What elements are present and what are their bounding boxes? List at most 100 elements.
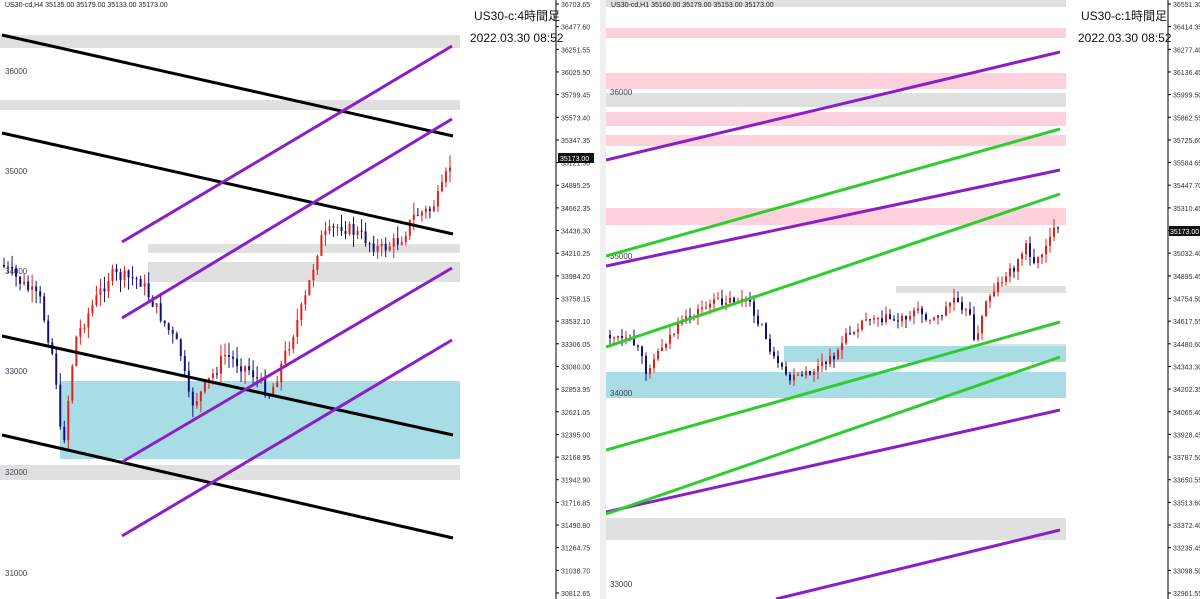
candle-body xyxy=(219,356,222,374)
symbol-header: US30-cd,H1 35160.00 35179.00 35153.00 35… xyxy=(611,2,774,9)
candle-body xyxy=(272,386,275,397)
candle-body xyxy=(857,329,859,332)
candle-body xyxy=(661,347,663,351)
chart-title: US30-c:4時間足 xyxy=(474,9,561,23)
candle-body xyxy=(288,348,291,351)
price-axis-tick: 34617.55 xyxy=(1173,319,1200,326)
h4-chart-panel[interactable]: 360003500034000330003200031000 36703.653… xyxy=(0,0,600,599)
price-axis-tick: 32961.55 xyxy=(1173,591,1200,598)
candle-body xyxy=(71,365,74,401)
candle-body xyxy=(793,374,795,381)
h1-chart-panel[interactable]: 36000 35000 34000 33000 36551.30 36414.35 362… xyxy=(606,0,1200,599)
candle-body xyxy=(195,401,198,406)
candle-body xyxy=(87,313,90,328)
candle-body xyxy=(1041,254,1043,258)
candle-body xyxy=(191,391,194,406)
candle-body xyxy=(725,302,727,305)
candle-body xyxy=(617,336,619,338)
resistance-zone xyxy=(606,518,1066,540)
price-axis-tick: 31264.75 xyxy=(561,546,590,553)
candle-body xyxy=(308,280,311,296)
price-axis-tick: 33758.15 xyxy=(561,297,590,304)
supply-zone xyxy=(606,73,1066,89)
candle-body xyxy=(1013,268,1015,272)
resistance-zone xyxy=(606,93,1066,107)
candle-body xyxy=(961,302,963,310)
candle-body xyxy=(215,373,218,375)
candle-body xyxy=(252,370,255,378)
candle-body xyxy=(7,266,10,268)
candle-body xyxy=(127,270,130,278)
resistance-zone xyxy=(0,100,460,110)
price-axis-tick: 36025.50 xyxy=(561,70,590,77)
round-number-label: 35000 xyxy=(610,252,633,261)
candle-body xyxy=(877,318,879,320)
candle-body xyxy=(199,391,202,402)
candle-body xyxy=(35,286,38,292)
candle-body xyxy=(761,323,763,325)
price-axis-tick: 36251.55 xyxy=(561,47,590,54)
channel-midline xyxy=(606,355,1061,516)
candle-body xyxy=(853,331,855,334)
price-axis-tick: 32168.95 xyxy=(561,455,590,462)
round-number-label: 33000 xyxy=(5,367,28,376)
candle-body xyxy=(324,230,327,236)
candle-body xyxy=(300,304,303,320)
candle-body xyxy=(228,354,231,357)
candle-body xyxy=(372,243,375,252)
round-number-label: 36000 xyxy=(5,67,28,76)
candle-body xyxy=(881,318,883,323)
price-axis-tick: 35725.60 xyxy=(1173,138,1200,145)
candle-body xyxy=(669,334,671,344)
price-axis-tick: 34662.35 xyxy=(561,206,590,213)
candle-body xyxy=(913,310,915,317)
price-axis-tick: 35862.55 xyxy=(1173,115,1200,122)
candle-body xyxy=(284,350,287,364)
candle-body xyxy=(151,297,154,307)
price-axis-tick: 31716.85 xyxy=(561,500,590,507)
candle-body xyxy=(997,282,999,292)
uptrend-channel-line xyxy=(775,528,1061,599)
current-price-label: 35173.00 xyxy=(558,153,594,163)
candle-body xyxy=(789,374,791,381)
candle-body xyxy=(248,366,251,371)
candle-body xyxy=(420,212,423,216)
round-number-label: 32000 xyxy=(5,468,28,477)
candle-body xyxy=(340,226,343,232)
candle-body xyxy=(713,299,715,304)
candle-body xyxy=(709,303,711,308)
candle-body xyxy=(885,314,887,323)
candle-body xyxy=(993,291,995,297)
candle-body xyxy=(131,277,134,279)
candle-body xyxy=(1057,227,1059,229)
resistance-zone xyxy=(148,244,460,253)
candle-body xyxy=(613,337,615,339)
candle-body xyxy=(905,315,907,320)
candle-body xyxy=(244,366,247,372)
candle-body xyxy=(765,323,767,339)
candle-body xyxy=(276,382,279,387)
candle-body xyxy=(1025,243,1027,254)
candle-body xyxy=(139,279,142,287)
candle-body xyxy=(223,354,226,357)
price-axis-tick: 31038.70 xyxy=(561,568,590,575)
candle-body xyxy=(917,308,919,311)
price-axis-tick: 35799.45 xyxy=(561,93,590,100)
candle-body xyxy=(897,320,899,322)
candle-body xyxy=(773,351,775,357)
candle-body xyxy=(1029,243,1031,257)
h4-chart-canvas[interactable]: 360003500034000330003200031000 36703.653… xyxy=(0,0,600,599)
h1-chart-canvas[interactable]: 36000 35000 34000 33000 36551.30 36414.35 362… xyxy=(606,0,1200,599)
price-axis-tick: 33372.40 xyxy=(1173,523,1200,530)
candle-body xyxy=(889,314,891,320)
candle-body xyxy=(1045,245,1047,255)
candle-body xyxy=(685,316,687,321)
candle-body xyxy=(159,303,162,321)
candle-body xyxy=(985,301,987,317)
resistance-zone xyxy=(606,0,1066,7)
candle-body xyxy=(1017,258,1019,272)
candle-body xyxy=(384,243,387,251)
candle-body xyxy=(937,315,939,318)
price-axis-tick: 36551.30 xyxy=(1173,2,1200,9)
candle-body xyxy=(444,171,447,183)
